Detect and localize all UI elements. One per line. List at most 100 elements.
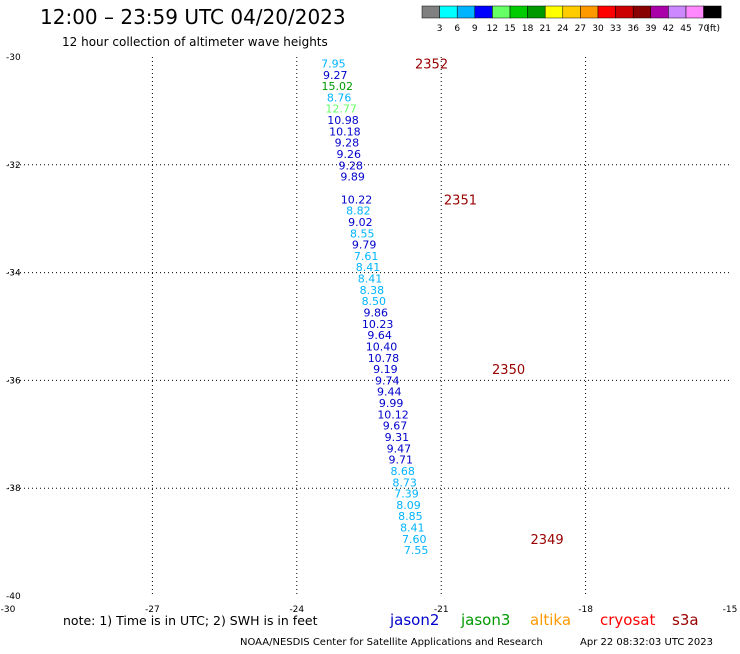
y-tick-label: -30: [6, 53, 21, 63]
colorbar-swatch: [703, 5, 722, 19]
swh-value-label: 8.41: [358, 273, 383, 286]
colorbar-swatch: [474, 5, 493, 19]
colorbar-label: 15: [504, 24, 515, 34]
swh-value-label: 9.67: [383, 420, 408, 433]
y-tick-label: -32: [6, 161, 21, 171]
colorbar-swatch: [544, 5, 564, 19]
x-tick-label: -18: [578, 605, 593, 615]
swh-value-label: 9.99: [379, 397, 404, 410]
swh-value-label: 8.73: [392, 476, 417, 489]
colorbar-label: 18: [522, 24, 534, 34]
swh-value-label: 7.39: [394, 488, 419, 501]
chart-title: 12:00 – 23:59 UTC 04/20/2023: [40, 5, 346, 29]
plot-area: -30 -27 -24 -21 -18 -15 -30 -32 -34 -36 -38 -40 7.95…: [1, 53, 738, 615]
colorbar-swatch: [527, 5, 546, 19]
footer-timestamp: Apr 22 08:32:03 UTC 2023: [580, 637, 713, 648]
legend-entry-s3a: s3a: [672, 611, 699, 629]
satellite-legend: jason2 jason3 altika cryosat s3a: [389, 611, 699, 629]
swh-value-label: 10.12: [377, 408, 409, 421]
swh-value-label: 9.44: [377, 386, 402, 399]
colorbar: 3 6 9 12 15 18 21 24 27 30 33 36 39 42 45 70(ft): [421, 5, 722, 34]
colorbar-label: 3: [437, 24, 443, 34]
swh-value-label: 8.76: [327, 91, 352, 104]
swh-value-label: 7.60: [402, 533, 427, 546]
swh-value-label: 9.31: [385, 431, 410, 444]
colorbar-label: 27: [575, 24, 586, 34]
x-tick-label: -24: [289, 605, 304, 615]
colorbar-swatch: [421, 5, 440, 19]
x-tick-label: -21: [434, 605, 449, 615]
colorbar-swatch: [650, 5, 669, 19]
x-tick-label: -30: [1, 605, 16, 615]
colorbar-unit: (ft): [706, 24, 720, 34]
swh-value-label: 7.95: [321, 57, 346, 70]
time-label: 2351: [444, 193, 477, 208]
swh-value-label: 10.18: [329, 125, 361, 138]
colorbar-swatch: [668, 5, 687, 19]
swh-value-label: 8.68: [390, 465, 415, 478]
swh-value-label: 8.85: [398, 510, 423, 523]
colorbar-label: 9: [472, 24, 478, 34]
swh-value-label: 8.09: [396, 499, 421, 512]
swh-value-label: 8.82: [346, 205, 371, 218]
swh-value-label: 9.79: [352, 239, 377, 252]
swh-value-label: 9.86: [363, 306, 388, 319]
swh-value-label: 9.89: [340, 171, 365, 184]
colorbar-swatch: [492, 5, 511, 19]
colorbar-swatch: [615, 5, 634, 19]
swh-value-label: 10.22: [341, 193, 373, 206]
swh-value-label: 8.41: [356, 261, 381, 274]
colorbar-label: 33: [610, 24, 621, 34]
legend-entry-cryosat: cryosat: [600, 611, 655, 629]
swh-value-label: 9.64: [367, 329, 392, 342]
legend-entry-altika: altika: [530, 611, 571, 629]
colorbar-label: 30: [592, 24, 604, 34]
swh-value-label: 9.02: [348, 216, 373, 229]
colorbar-label: 45: [680, 24, 691, 34]
swh-value-label: 12.77: [325, 103, 357, 116]
swh-value-label: 10.78: [368, 352, 400, 365]
swh-value-label: 9.71: [389, 454, 414, 467]
swh-value-label: 9.47: [387, 442, 412, 455]
colorbar-swatch: [456, 5, 476, 19]
swh-value-label: 9.27: [323, 69, 348, 82]
swh-value-label: 7.61: [354, 250, 379, 263]
swh-value-label: 7.55: [404, 544, 429, 557]
swh-value-label: 8.38: [360, 284, 385, 297]
y-tick-label: -36: [6, 376, 21, 386]
swh-value-label: 10.40: [366, 340, 398, 353]
time-label: 2352: [415, 57, 448, 72]
time-label: 2349: [531, 533, 564, 548]
footer-credit: NOAA/NESDIS Center for Satellite Applica…: [240, 637, 543, 648]
colorbar-swatch: [685, 5, 704, 19]
colorbar-swatch: [439, 5, 458, 19]
x-tick-label: -27: [145, 605, 160, 615]
swh-value-label: 9.26: [337, 148, 362, 161]
y-tick-label: -34: [6, 269, 21, 279]
colorbar-swatch: [632, 5, 652, 19]
colorbar-label: 12: [487, 24, 498, 34]
colorbar-label: 42: [663, 24, 674, 34]
time-label: 2350: [492, 363, 525, 378]
footer-note: note: 1) Time is in UTC; 2) SWH is in fe…: [63, 613, 318, 628]
colorbar-label: 70: [698, 24, 710, 34]
swh-value-label: 15.02: [321, 80, 353, 93]
legend-entry-jason3: jason3: [460, 611, 510, 629]
colorbar-label: 24: [557, 24, 569, 34]
colorbar-swatch: [597, 5, 616, 19]
y-tick-label: -38: [6, 484, 21, 494]
swh-value-label: 8.55: [350, 227, 375, 240]
swh-value-label: 9.74: [375, 374, 400, 387]
swh-value-label: 9.28: [338, 159, 363, 172]
chart-subtitle: 12 hour collection of altimeter wave hei…: [62, 35, 328, 49]
x-tick-label: -15: [723, 605, 738, 615]
swh-value-label: 9.19: [373, 363, 398, 376]
colorbar-label: 6: [454, 24, 460, 34]
colorbar-label: 36: [627, 24, 639, 34]
colorbar-swatch: [580, 5, 599, 19]
swh-value-label: 9.28: [335, 137, 360, 150]
swh-value-label: 8.41: [400, 522, 425, 535]
swh-value-label: 8.50: [362, 295, 387, 308]
